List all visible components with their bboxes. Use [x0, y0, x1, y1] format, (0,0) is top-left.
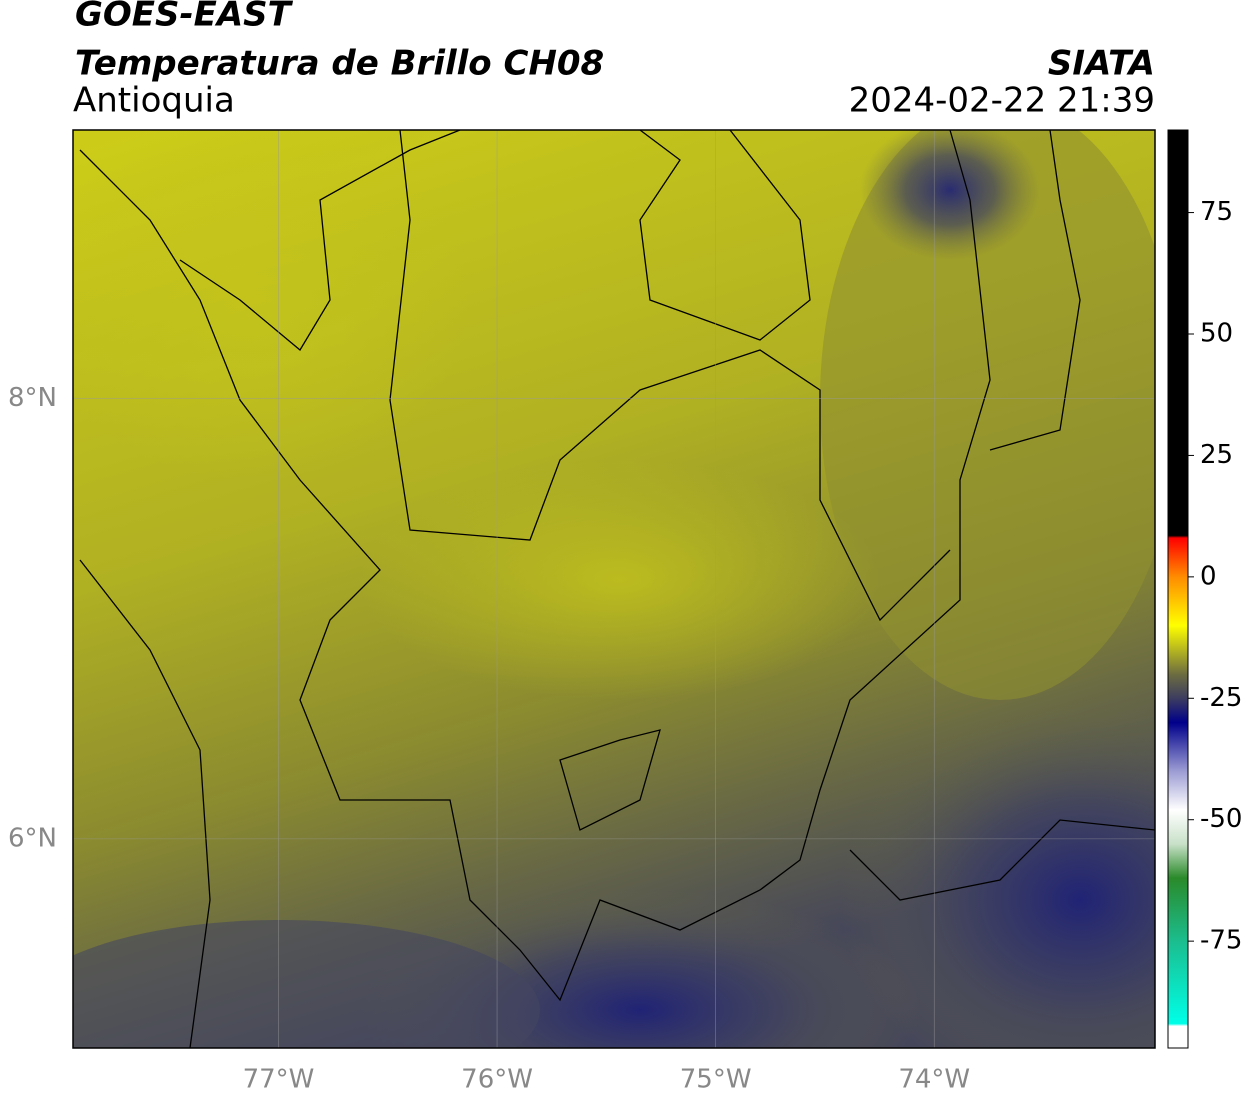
colorbar-tick-label: 0: [1200, 561, 1217, 591]
y-tick-label: 6°N: [8, 823, 57, 853]
colorbar-tick-label: -75: [1200, 926, 1242, 956]
subtitle: Temperatura de Brillo CH08: [75, 44, 604, 84]
colorbar: [1167, 129, 1189, 1049]
colorbar-tick-label: 25: [1200, 440, 1233, 470]
y-tick-label: 8°N: [8, 383, 57, 413]
x-tick-label: 74°W: [898, 1065, 970, 1095]
colorbar-tick-label: 50: [1200, 319, 1233, 349]
x-tick-label: 77°W: [243, 1065, 315, 1095]
x-tick-label: 76°W: [461, 1065, 533, 1095]
region: Antioquia: [73, 81, 235, 121]
colorbar-tick-label: -25: [1200, 683, 1242, 713]
colorbar-tick-label: 75: [1200, 197, 1233, 227]
x-tick-label: 75°W: [680, 1065, 752, 1095]
map-image: [73, 130, 1155, 1048]
map-frame: [72, 129, 1156, 1049]
datetime: 2024-02-22 21:39: [849, 81, 1155, 121]
colorbar-tick-label: -50: [1200, 804, 1242, 834]
title: GOES-EAST: [75, 0, 294, 35]
source: SIATA: [1048, 44, 1155, 84]
